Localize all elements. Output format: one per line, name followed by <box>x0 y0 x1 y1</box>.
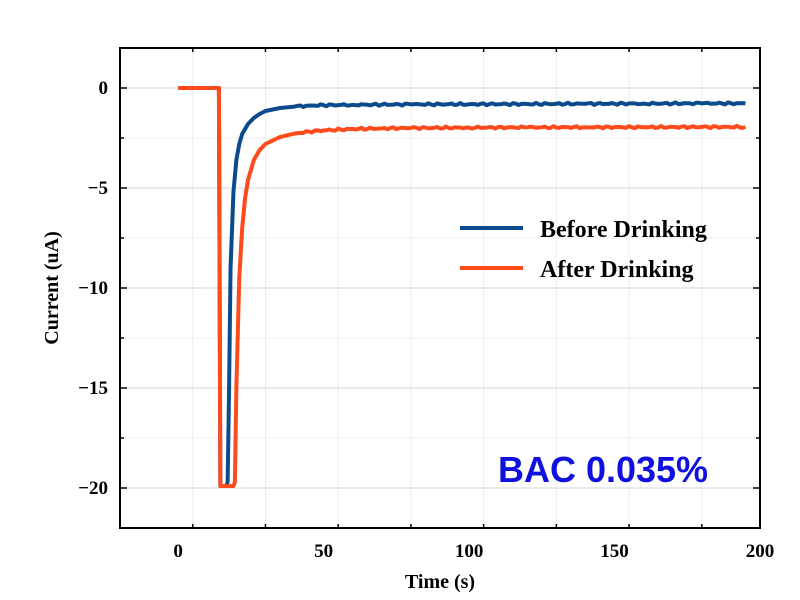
ticks <box>119 48 760 528</box>
bac-annotation: BAC 0.035% <box>498 449 708 490</box>
y-tick-label: −5 <box>88 178 108 199</box>
x-axis-title: Time (s) <box>405 571 475 593</box>
legend: Before Drinking After Drinking <box>460 217 707 283</box>
series-line-after-drinking <box>178 86 747 488</box>
x-tick-label: 100 <box>455 541 484 562</box>
series-line-before-drinking <box>178 86 746 488</box>
tick-labels: 0 50 100 150 200 0 −5 −10 −15 −20 <box>78 78 774 562</box>
x-tick-label: 150 <box>600 541 629 562</box>
legend-label-before-drinking: Before Drinking <box>540 217 707 243</box>
y-tick-label: −15 <box>78 378 108 399</box>
y-tick-label: −10 <box>78 278 108 299</box>
y-tick-label: 0 <box>99 78 109 99</box>
y-axis-title: Current (uA) <box>41 231 63 345</box>
x-tick-label: 200 <box>746 541 775 562</box>
plot-series <box>178 86 747 488</box>
x-tick-label: 50 <box>314 541 333 562</box>
x-tick-label: 0 <box>173 541 183 562</box>
y-tick-label: −20 <box>78 478 108 499</box>
legend-label-after-drinking: After Drinking <box>540 257 694 283</box>
